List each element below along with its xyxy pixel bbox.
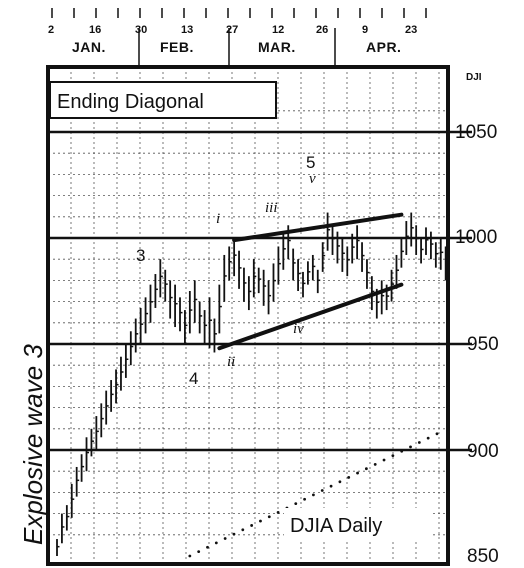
series-label-box <box>284 508 432 542</box>
wave-label-iii: iii <box>265 200 278 216</box>
moving-average-dot <box>276 510 280 514</box>
y-tick-1000: 1000 <box>455 227 497 248</box>
date-label-1: 2 <box>48 24 54 36</box>
date-label-9: 23 <box>405 24 417 36</box>
date-label-2: 16 <box>89 24 101 36</box>
moving-average-dot <box>303 497 306 501</box>
y-tick-850: 850 <box>467 546 499 567</box>
wave-label-i: i <box>216 211 220 227</box>
moving-average-dot <box>391 454 395 458</box>
price-bars <box>56 212 449 556</box>
wave-label-5: 5 <box>306 153 315 172</box>
month-label-feb: FEB. <box>160 39 194 55</box>
moving-average-dot <box>241 528 245 532</box>
axis-unit: DJI <box>466 72 482 83</box>
moving-average-dot <box>223 537 227 540</box>
y-tick-900: 900 <box>467 441 499 462</box>
moving-average-dot <box>435 432 439 436</box>
wave-label-3: 3 <box>136 246 145 265</box>
moving-average-dot <box>329 484 333 488</box>
trendline-upper <box>232 212 404 243</box>
moving-average-dot <box>232 532 236 536</box>
moving-average-dot <box>188 554 192 558</box>
moving-average-dot <box>373 462 377 466</box>
axis-ticks <box>51 8 427 18</box>
moving-average-dot <box>382 458 386 462</box>
moving-average-dot <box>426 436 430 440</box>
wave-label-4: 4 <box>189 369 198 388</box>
date-label-5: 27 <box>226 24 238 36</box>
moving-average-dot <box>356 471 359 475</box>
value-axis: DJI 1050 1000 950 900 850 <box>455 72 499 567</box>
date-label-8: 9 <box>362 24 368 36</box>
date-label-7: 26 <box>316 24 328 36</box>
moving-average-dot <box>417 441 421 444</box>
moving-average-dot <box>364 467 368 471</box>
wave-label-ii: ii <box>227 354 235 370</box>
moving-average-dot <box>320 489 324 492</box>
moving-average-dot <box>267 515 271 519</box>
y-tick-1050: 1050 <box>455 122 497 143</box>
moving-average-dot <box>338 480 342 484</box>
series-label: DJIA Daily <box>290 515 382 537</box>
title-box <box>49 81 277 119</box>
trendline-lower <box>217 282 404 351</box>
trendlines <box>217 212 404 351</box>
moving-average-dot <box>294 502 298 506</box>
moving-average-dot <box>312 493 315 497</box>
moving-average-dot <box>347 476 351 479</box>
wave-label-v: v <box>309 171 316 187</box>
wave-label-iv: iv <box>293 321 304 337</box>
date-axis: 2 16 30 13 27 12 26 9 23 JAN. FEB. MAR. … <box>48 24 417 55</box>
month-label-apr: APR. <box>366 39 401 55</box>
date-label-6: 12 <box>272 24 284 36</box>
plot-frame <box>46 65 450 566</box>
side-label: Explosive wave 3 <box>18 344 48 545</box>
month-label-mar: MAR. <box>258 39 296 55</box>
moving-average-dot <box>206 545 209 549</box>
chart-title: Ending Diagonal <box>57 91 204 113</box>
moving-average-dot <box>259 519 262 523</box>
moving-average-dot <box>197 550 201 554</box>
moving-average-dot <box>250 524 254 527</box>
month-label-jan: JAN. <box>72 39 106 55</box>
date-label-4: 13 <box>181 24 193 36</box>
y-tick-950: 950 <box>467 334 499 355</box>
date-label-3: 30 <box>135 24 147 36</box>
moving-average-dot <box>400 449 404 453</box>
moving-average-dots <box>188 432 439 558</box>
moving-average-dot <box>214 541 218 545</box>
moving-average-dot <box>409 445 412 449</box>
